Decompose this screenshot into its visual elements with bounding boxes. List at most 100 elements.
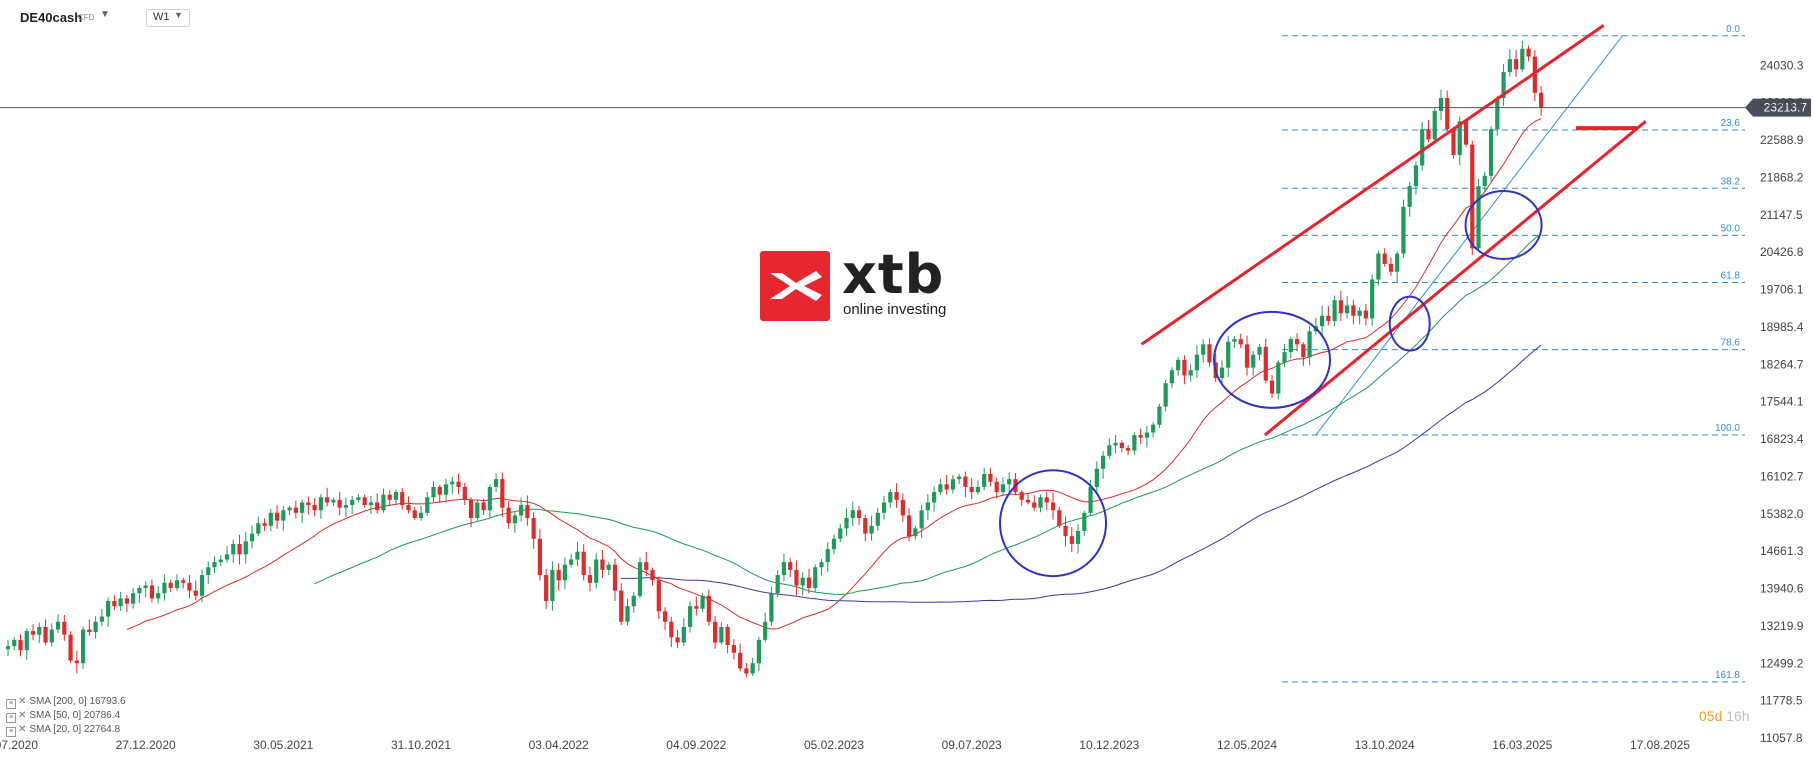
candle-body <box>594 559 599 583</box>
x-axis-tick: 05.02.2023 <box>804 738 864 752</box>
candle-body <box>131 593 136 604</box>
y-axis-tick: 24030.3 <box>1760 58 1804 72</box>
candle-body <box>1169 370 1175 384</box>
highlight-circle <box>1388 295 1431 352</box>
y-axis-tick: 19706.1 <box>1760 283 1804 297</box>
candle-body <box>1025 499 1031 503</box>
candle-body <box>406 505 411 511</box>
xtb-logo: xtb online investing <box>760 243 1020 321</box>
candle-body <box>393 492 399 500</box>
x-axis-tick: 16.03.2025 <box>1492 738 1552 752</box>
x-axis-tick: 30.05.2021 <box>253 738 313 752</box>
candle-body <box>1194 354 1200 371</box>
candle-body <box>775 575 780 594</box>
candle-body <box>1407 186 1412 207</box>
candle-body <box>462 486 467 500</box>
y-axis-tick: 17544.1 <box>1760 395 1804 409</box>
fib-level-label: 50.0 <box>1721 223 1741 234</box>
candle-body <box>1263 346 1268 381</box>
candle-body <box>656 580 661 612</box>
xtb-logo-mark-icon <box>760 251 830 321</box>
candle-body <box>187 582 192 591</box>
candle-body <box>249 533 255 542</box>
candle-body <box>544 575 549 601</box>
candle-body <box>750 663 755 674</box>
x-axis-tick: 31.10.2021 <box>391 738 451 752</box>
remove-indicator-icon[interactable]: ✕ <box>18 724 27 735</box>
candle-body <box>412 510 417 519</box>
candle-body <box>437 486 442 495</box>
candle-body <box>957 476 962 480</box>
candle-body <box>337 499 342 508</box>
timeframe-chevron-down-icon: ▼ <box>174 10 183 20</box>
candle-body <box>719 626 724 643</box>
candle-body <box>738 652 743 669</box>
candle-body <box>306 502 311 506</box>
candle-body <box>556 569 561 581</box>
remove-indicator-icon[interactable]: ✕ <box>18 696 27 707</box>
candle-body <box>1319 315 1325 327</box>
x-axis-tick: 12.05.2024 <box>1217 738 1277 752</box>
candle-body <box>969 486 974 493</box>
indicator-settings-icon[interactable]: ≡ <box>6 727 16 737</box>
candle-body <box>1063 525 1068 537</box>
candle-body <box>1201 344 1206 355</box>
candle-body <box>932 492 937 503</box>
candle-body <box>362 497 367 506</box>
candle-body <box>619 590 624 622</box>
timeframe-selector[interactable]: W1 ▼ <box>146 9 190 27</box>
candle-body <box>93 621 98 633</box>
candle-body <box>781 562 787 576</box>
candle-body <box>838 528 843 539</box>
fib-level-label: 100.0 <box>1715 423 1740 434</box>
candle-body <box>1113 442 1118 446</box>
x-axis-tick: 26.07.2020 <box>0 738 38 752</box>
candle-body <box>706 595 711 622</box>
candle-body <box>863 518 868 534</box>
candle-body <box>325 497 330 503</box>
symbol-selector[interactable]: DE40cash <box>20 10 83 25</box>
candle-body <box>1019 492 1024 500</box>
y-axis-tick: 11778.5 <box>1760 694 1803 708</box>
candle-body <box>1188 370 1193 376</box>
candle-body <box>18 639 23 651</box>
y-axis-tick: 13219.9 <box>1760 619 1804 633</box>
indicator-settings-icon[interactable]: ≡ <box>6 699 16 709</box>
x-axis-tick: 13.10.2024 <box>1355 738 1415 752</box>
candle-body <box>149 585 155 599</box>
candle-body <box>1269 380 1275 394</box>
y-axis-tick: 11057.8 <box>1760 731 1803 745</box>
candle-body <box>831 538 837 550</box>
x-axis-tick: 10.12.2023 <box>1079 738 1139 752</box>
logo-wordmark: xtb <box>842 243 945 306</box>
candle-body <box>1445 98 1450 130</box>
candle-body <box>800 577 805 586</box>
candle-body <box>819 562 824 568</box>
candle-body <box>1488 129 1494 176</box>
candle-body <box>1100 455 1106 469</box>
fib-level-label: 23.6 <box>1721 118 1741 129</box>
candle-body <box>856 510 862 519</box>
candle-body <box>331 499 336 503</box>
candle-body <box>531 518 536 539</box>
candle-body <box>74 660 79 664</box>
indicator-params: [200, 0] <box>53 696 87 707</box>
indicator-settings-icon[interactable]: ≡ <box>6 713 16 723</box>
indicator-legend-row: ≡ ✕ SMA [20, 0] 22764.8 <box>6 723 126 737</box>
candle-body <box>1176 359 1181 371</box>
x-axis-tick: 03.04.2022 <box>529 738 589 752</box>
candle-body <box>1357 310 1362 316</box>
candle-body <box>1132 435 1137 451</box>
candle-body <box>744 668 749 674</box>
y-axis-tick: 23309.6 <box>1760 96 1804 110</box>
candle-body <box>888 492 893 503</box>
highlight-circle <box>1213 310 1332 409</box>
fib-level-label: 78.6 <box>1721 338 1741 349</box>
candle-body <box>506 507 511 524</box>
remove-indicator-icon[interactable]: ✕ <box>18 710 27 721</box>
y-axis-tick: 20426.8 <box>1760 245 1804 259</box>
candle-body <box>606 564 611 570</box>
symbol-chevron-down-icon[interactable]: ▼ <box>100 9 110 20</box>
y-axis-tick: 13940.6 <box>1760 582 1804 596</box>
